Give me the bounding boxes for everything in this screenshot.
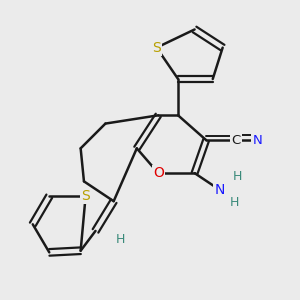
Text: N: N <box>253 134 262 147</box>
Text: H: H <box>230 196 239 209</box>
Text: S: S <box>81 189 90 203</box>
Text: C: C <box>231 134 241 147</box>
Text: O: O <box>153 166 164 180</box>
Text: H: H <box>116 233 125 246</box>
Text: S: S <box>152 40 161 55</box>
Text: H: H <box>233 170 242 183</box>
Text: N: N <box>214 183 224 196</box>
